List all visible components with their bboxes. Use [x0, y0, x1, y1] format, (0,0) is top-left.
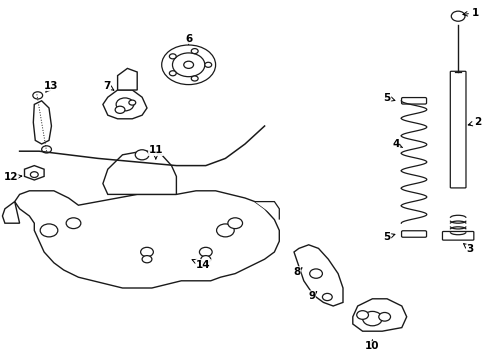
Circle shape [228, 218, 243, 229]
Circle shape [66, 218, 81, 229]
Text: 6: 6 [185, 33, 192, 44]
Text: 12: 12 [3, 172, 22, 182]
Circle shape [33, 92, 43, 99]
Polygon shape [33, 101, 51, 144]
Text: 11: 11 [148, 145, 163, 159]
Circle shape [141, 247, 153, 257]
Polygon shape [24, 166, 44, 180]
Circle shape [116, 98, 134, 111]
Circle shape [205, 62, 212, 67]
Circle shape [451, 11, 465, 21]
Circle shape [201, 256, 211, 263]
Circle shape [115, 106, 125, 113]
Circle shape [170, 54, 176, 59]
Circle shape [363, 311, 382, 326]
Circle shape [199, 247, 212, 257]
Circle shape [40, 224, 58, 237]
Circle shape [162, 45, 216, 85]
Circle shape [129, 100, 136, 105]
Text: 2: 2 [468, 117, 481, 127]
Text: 1: 1 [463, 8, 479, 18]
Polygon shape [103, 151, 176, 194]
Circle shape [217, 224, 234, 237]
Polygon shape [353, 299, 407, 331]
Circle shape [30, 172, 38, 177]
Text: 9: 9 [308, 291, 317, 301]
Polygon shape [118, 68, 137, 90]
Circle shape [379, 312, 391, 321]
Text: 14: 14 [192, 260, 211, 270]
Circle shape [142, 256, 152, 263]
Polygon shape [2, 202, 20, 223]
Polygon shape [294, 245, 343, 306]
Circle shape [357, 311, 368, 319]
Text: 13: 13 [44, 81, 59, 92]
Text: 7: 7 [103, 81, 114, 91]
Circle shape [170, 71, 176, 76]
FancyBboxPatch shape [402, 231, 426, 237]
FancyBboxPatch shape [450, 71, 466, 188]
Circle shape [184, 61, 194, 68]
Circle shape [191, 49, 198, 54]
FancyBboxPatch shape [402, 98, 426, 104]
Text: 8: 8 [294, 267, 302, 277]
Polygon shape [255, 202, 279, 220]
Circle shape [322, 293, 332, 301]
Circle shape [310, 269, 322, 278]
Circle shape [135, 150, 149, 160]
Polygon shape [103, 90, 147, 119]
Text: 10: 10 [365, 340, 380, 351]
Text: 5: 5 [384, 232, 395, 242]
Text: 4: 4 [392, 139, 403, 149]
FancyBboxPatch shape [442, 231, 474, 240]
Circle shape [172, 53, 205, 77]
Text: 3: 3 [464, 244, 474, 254]
Polygon shape [15, 191, 279, 288]
Text: 5: 5 [384, 93, 395, 103]
Circle shape [191, 76, 198, 81]
Circle shape [42, 146, 51, 153]
